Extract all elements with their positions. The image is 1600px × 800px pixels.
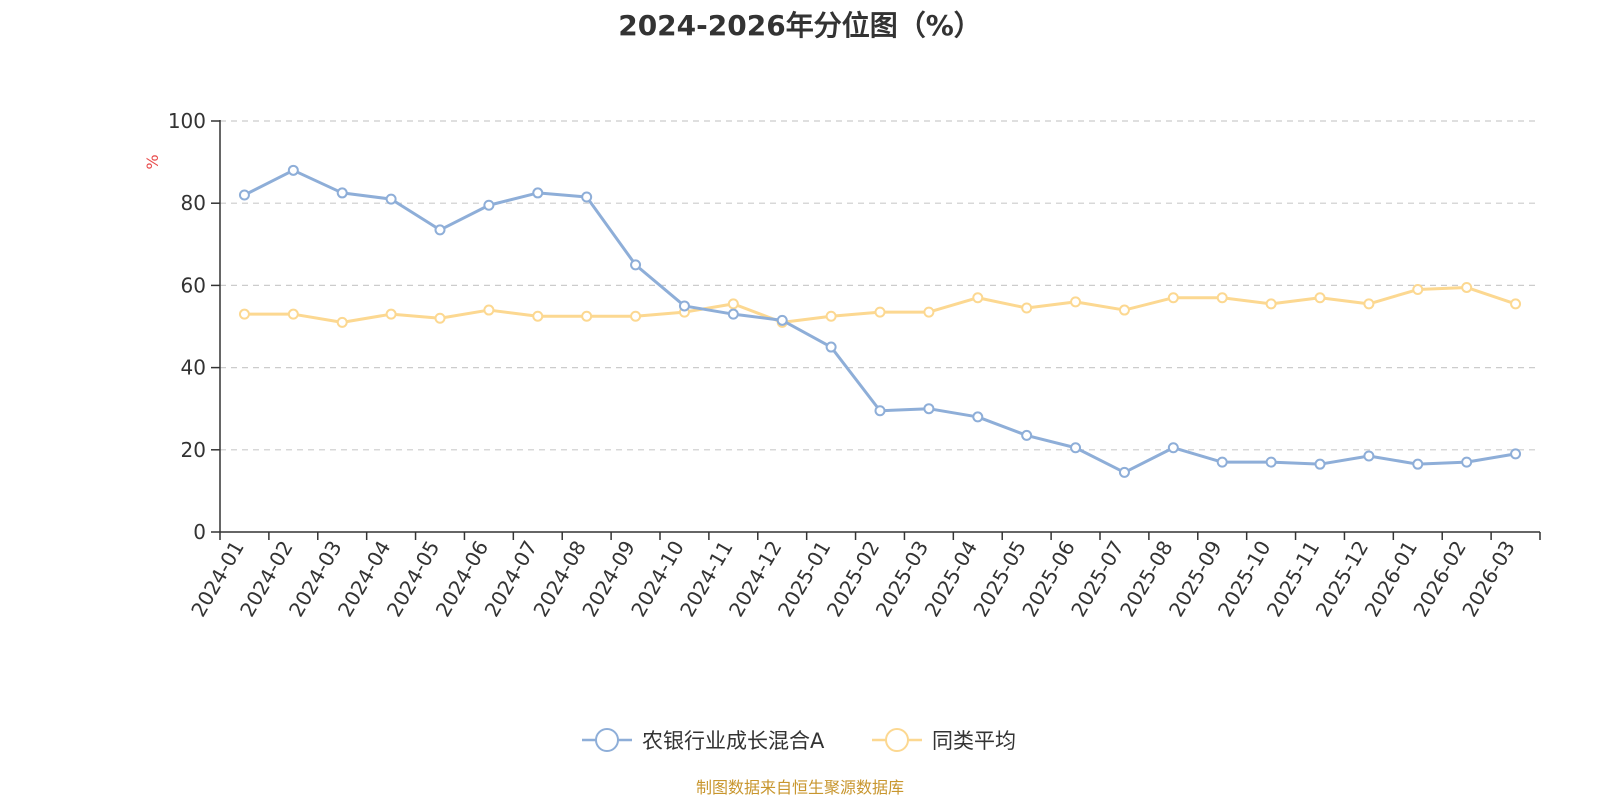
data-point: [923, 306, 935, 318]
data-point: [434, 224, 446, 236]
data-point: [581, 310, 593, 322]
data-point: [1510, 448, 1522, 460]
data-point: [581, 191, 593, 203]
data-point: [1070, 442, 1082, 454]
y-axis-label: %: [143, 154, 162, 169]
data-point: [1314, 292, 1326, 304]
data-point: [336, 187, 348, 199]
data-point: [1412, 458, 1424, 470]
axes: 0204060801002024-012024-022024-032024-04…: [168, 109, 1541, 621]
data-point: [1216, 456, 1228, 468]
data-point: [1412, 284, 1424, 296]
data-point: [483, 199, 495, 211]
legend-marker: [885, 728, 909, 752]
legend-label: 同类平均: [932, 729, 1016, 753]
y-tick-label: 100: [168, 109, 206, 133]
data-point: [385, 308, 397, 320]
data-point: [1314, 458, 1326, 470]
data-point: [1070, 296, 1082, 308]
data-point: [287, 164, 299, 176]
data-point: [1363, 298, 1375, 310]
data-point: [1461, 456, 1473, 468]
data-point: [972, 292, 984, 304]
data-point: [630, 310, 642, 322]
data-point: [825, 341, 837, 353]
data-point: [1265, 456, 1277, 468]
data-point: [1510, 298, 1522, 310]
data-point: [1363, 450, 1375, 462]
chart-title: 2024-2026年分位图（%）: [618, 9, 982, 42]
data-point: [1021, 429, 1033, 441]
data-point: [1118, 304, 1130, 316]
data-point: [630, 259, 642, 271]
y-tick-label: 80: [181, 191, 206, 215]
data-point: [1167, 442, 1179, 454]
series-lines: [238, 164, 1522, 478]
y-tick-label: 60: [181, 273, 206, 297]
data-point: [532, 310, 544, 322]
y-tick-label: 20: [181, 438, 206, 462]
data-point: [238, 308, 250, 320]
source-note: 制图数据来自恒生聚源数据库: [695, 778, 904, 797]
data-point: [1118, 466, 1130, 478]
data-point: [532, 187, 544, 199]
data-point: [727, 298, 739, 310]
y-tick-label: 40: [181, 356, 206, 380]
data-point: [1265, 298, 1277, 310]
data-point: [1021, 302, 1033, 314]
data-point: [434, 312, 446, 324]
data-point: [727, 308, 739, 320]
data-point: [972, 411, 984, 423]
data-point: [776, 314, 788, 326]
data-point: [825, 310, 837, 322]
legend-label: 农银行业成长混合A: [642, 729, 825, 753]
data-point: [287, 308, 299, 320]
series-line: [243, 168, 1516, 474]
data-point: [238, 189, 250, 201]
data-point: [1461, 281, 1473, 293]
legend-marker: [595, 728, 619, 752]
y-tick-label: 0: [193, 520, 206, 544]
data-point: [385, 193, 397, 205]
data-point: [336, 316, 348, 328]
data-point: [874, 306, 886, 318]
data-point: [1167, 292, 1179, 304]
data-point: [678, 300, 690, 312]
data-point: [874, 405, 886, 417]
data-point: [923, 403, 935, 415]
legend-item[interactable]: 农银行业成长混合A: [582, 728, 825, 753]
legend-item[interactable]: 同类平均: [872, 728, 1016, 753]
data-point: [1216, 292, 1228, 304]
grid-lines: [220, 120, 1540, 451]
legend[interactable]: 农银行业成长混合A 同类平均: [582, 728, 1016, 753]
data-point: [483, 304, 495, 316]
